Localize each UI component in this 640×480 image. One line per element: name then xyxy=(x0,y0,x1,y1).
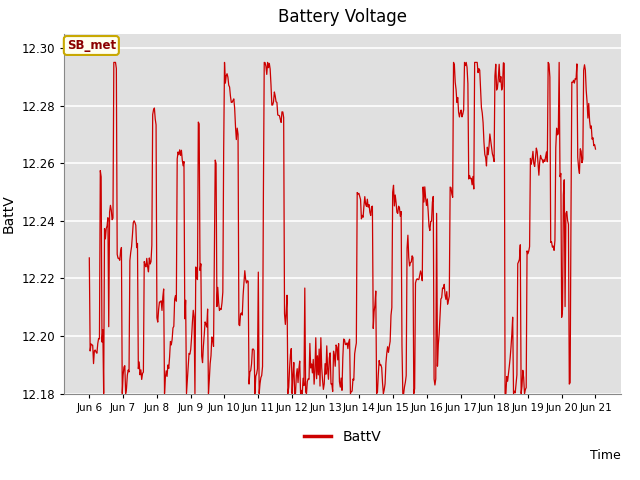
Text: Time: Time xyxy=(590,449,621,462)
Title: Battery Voltage: Battery Voltage xyxy=(278,9,407,26)
Legend: BattV: BattV xyxy=(298,424,387,450)
Y-axis label: BattV: BattV xyxy=(2,194,15,233)
Text: SB_met: SB_met xyxy=(67,39,116,52)
